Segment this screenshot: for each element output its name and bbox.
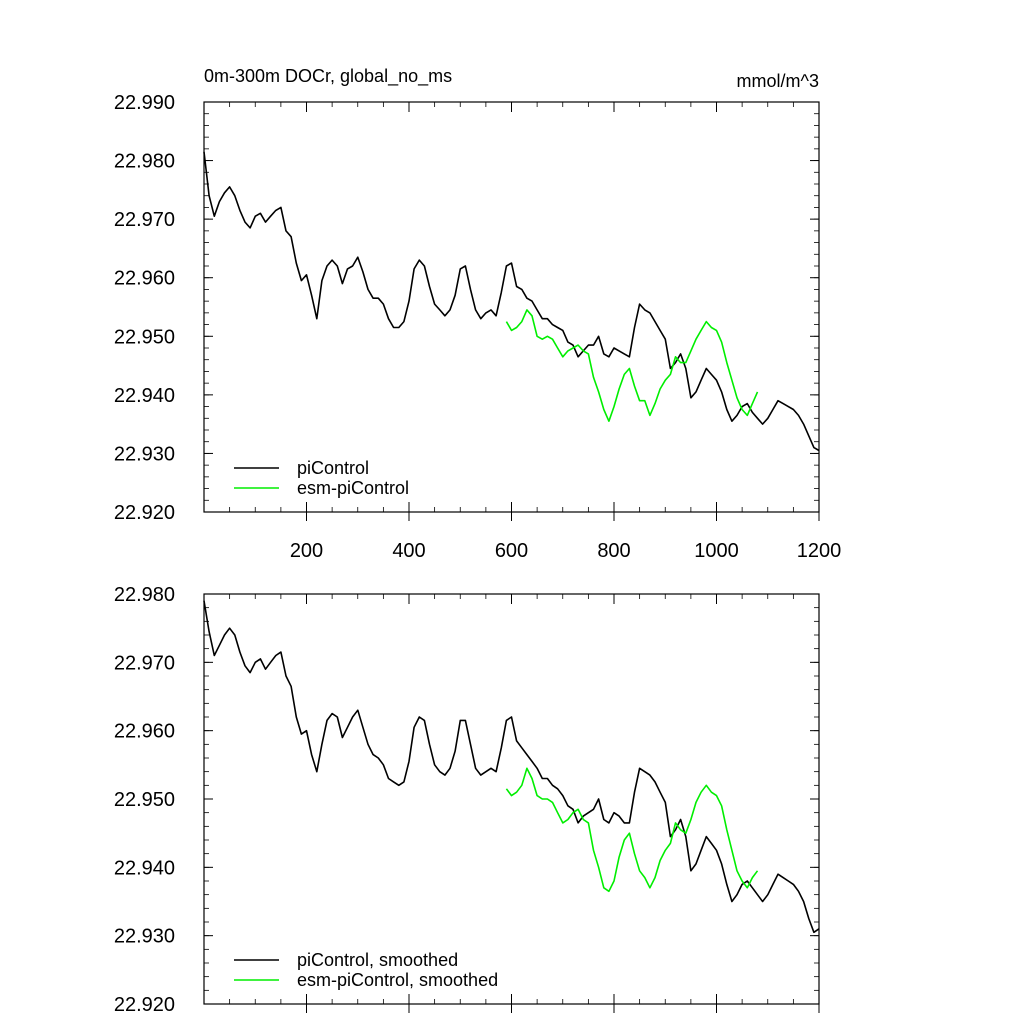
top-panel-series	[203, 151, 820, 452]
bottom-panel-ticks: 22.920 22.930 22.940 22.950 22.960 22.970 22.9…	[114, 584, 820, 1016]
bottom-panel-series	[203, 600, 820, 934]
y-tick-label: 22.970	[114, 209, 175, 231]
series-line-esm-picontrol	[505, 309, 759, 423]
x-tick-label: 1200	[797, 540, 842, 562]
y-tick-label: 22.940	[114, 385, 175, 407]
top-panel-ticks: 22.920 22.930 22.940 22.950 22.960 22.970 22.9…	[114, 92, 841, 562]
y-tick-label: 22.960	[114, 721, 175, 743]
y-tick-label: 22.960	[114, 268, 175, 290]
bottom-panel-plot-frame	[203, 593, 820, 1005]
y-tick-label: 22.980	[114, 584, 175, 606]
series-line-esm-picontrol-smoothed	[505, 767, 759, 893]
legend-label: piControl	[297, 458, 369, 478]
legend-label: esm-piControl, smoothed	[297, 970, 498, 990]
y-tick-label: 22.920	[114, 502, 175, 524]
series-line-picontrol-smoothed	[203, 600, 820, 934]
x-tick-label: 1000	[694, 540, 739, 562]
top-panel: 0m-300m DOCr, global_no_ms mmol/m^3 22.9…	[114, 66, 841, 562]
y-tick-label: 22.980	[114, 151, 175, 173]
y-tick-label: 22.930	[114, 926, 175, 948]
y-tick-label: 22.950	[114, 326, 175, 348]
y-tick-label: 22.950	[114, 789, 175, 811]
x-tick-label: 400	[392, 540, 425, 562]
x-tick-label: 800	[597, 540, 630, 562]
bottom-panel: 22.920 22.930 22.940 22.950 22.960 22.970 22.9…	[114, 584, 820, 1016]
x-tick-label: 600	[495, 540, 528, 562]
y-tick-label: 22.990	[114, 92, 175, 114]
legend-label: esm-piControl	[297, 478, 409, 498]
y-tick-label: 22.930	[114, 443, 175, 465]
top-panel-title: 0m-300m DOCr, global_no_ms	[204, 66, 452, 87]
y-tick-label: 22.920	[114, 994, 175, 1016]
series-line-picontrol	[203, 151, 820, 452]
y-tick-label: 22.940	[114, 857, 175, 879]
top-panel-units: mmol/m^3	[737, 71, 819, 91]
y-tick-label: 22.970	[114, 652, 175, 674]
x-tick-label: 200	[290, 540, 323, 562]
legend-label: piControl, smoothed	[297, 950, 458, 970]
top-panel-plot-frame	[203, 101, 820, 513]
